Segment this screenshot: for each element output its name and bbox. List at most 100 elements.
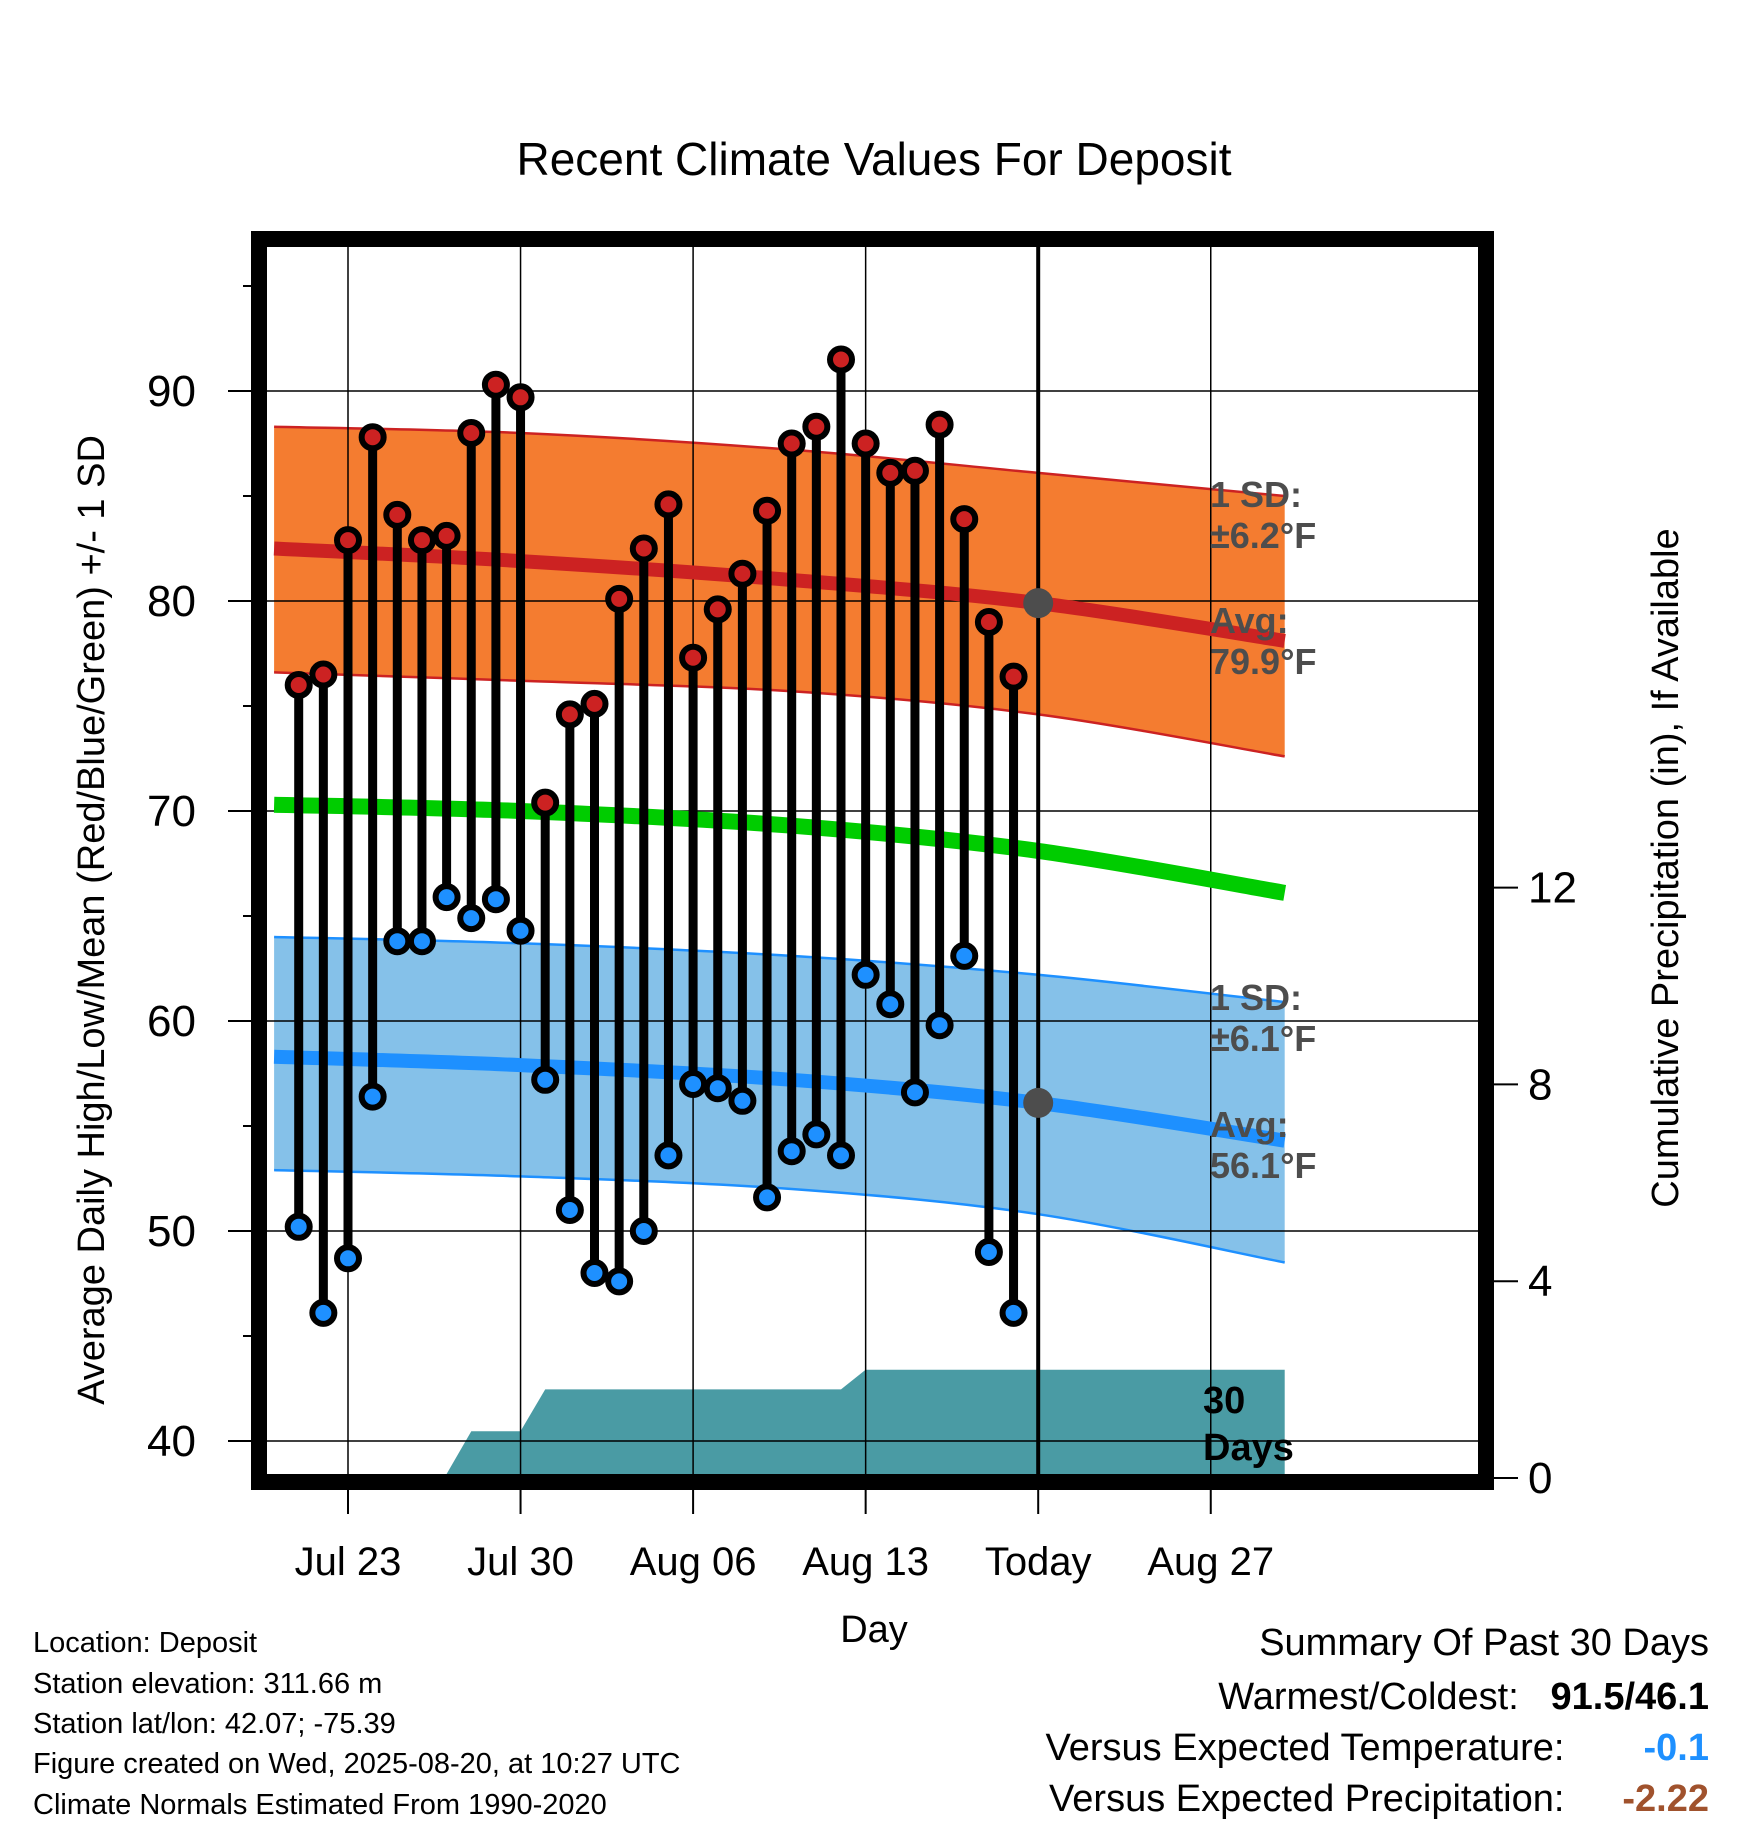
low-marker-2025-07-24 — [358, 1082, 387, 1111]
high-marker-2025-07-23 — [334, 526, 362, 555]
high-marker-2025-08-19 — [999, 662, 1028, 691]
info-elevation: Station elevation: 311.66 m — [33, 1668, 383, 1700]
high-marker-2025-07-29 — [481, 370, 510, 399]
high-marker-2025-08-17 — [950, 505, 979, 534]
high-marker-2025-07-21 — [284, 671, 313, 699]
y-tick-label-90: 90 — [147, 367, 196, 416]
low-sd-value: ±6.1°F — [1210, 1018, 1316, 1059]
high-marker-2025-07-25 — [383, 500, 412, 529]
high-marker-2025-08-13 — [851, 429, 880, 458]
low-marker-2025-08-01 — [555, 1196, 584, 1224]
summary-temp-value: -0.1 — [1643, 1727, 1709, 1769]
summary-temp-row: Versus Expected Temperature: -0.1 — [1046, 1727, 1709, 1770]
high-sd-label: 1 SD: — [1210, 474, 1302, 515]
high-marker-2025-08-15 — [900, 456, 929, 485]
high-marker-2025-08-11 — [802, 412, 831, 441]
high-marker-2025-08-08 — [728, 559, 757, 588]
summary-precip-row: Versus Expected Precipitation: -2.22 — [1049, 1778, 1709, 1821]
low-marker-2025-08-18 — [974, 1238, 1003, 1266]
low-marker-2025-07-26 — [407, 927, 436, 956]
y-tick-label-60: 60 — [147, 997, 196, 1046]
high-marker-2025-08-01 — [555, 700, 584, 729]
low-marker-2025-08-17 — [950, 941, 979, 970]
today-high-avg-marker — [1023, 588, 1054, 619]
y-tick-label-50: 50 — [147, 1207, 196, 1256]
low-avg-value: 56.1°F — [1210, 1145, 1316, 1186]
low-marker-2025-08-05 — [654, 1141, 683, 1170]
high-marker-2025-07-28 — [457, 419, 486, 447]
daily-markers — [284, 345, 1028, 1327]
low-marker-2025-08-11 — [802, 1120, 831, 1149]
y2-tick-label-4: 4 — [1528, 1257, 1552, 1306]
high-marker-2025-08-06 — [679, 643, 708, 672]
x-tick-label-2025-08-27: Aug 27 — [1147, 1540, 1274, 1584]
y2-axis-label: Cumulative Precipitation (in), If Availa… — [1645, 528, 1687, 1207]
info-normals: Climate Normals Estimated From 1990-2020 — [33, 1789, 607, 1821]
high-marker-2025-08-14 — [876, 458, 905, 487]
high-marker-2025-08-03 — [605, 584, 634, 613]
x-tick-label-2025-08-20: Today — [985, 1540, 1092, 1584]
x-axis-label: Day — [840, 1609, 908, 1651]
y2-tick-label-12: 12 — [1528, 864, 1577, 913]
days-number: 30 — [1203, 1380, 1245, 1422]
low-sd-band — [274, 937, 1285, 1263]
high-marker-2025-08-04 — [629, 534, 658, 563]
info-latlon: Station lat/lon: 42.07; -75.39 — [33, 1708, 396, 1740]
x-tick-label-2025-07-30: Jul 30 — [467, 1540, 574, 1584]
low-marker-2025-08-02 — [580, 1259, 609, 1287]
low-marker-2025-07-27 — [432, 883, 461, 912]
low-marker-2025-08-13 — [851, 960, 880, 989]
low-marker-2025-08-04 — [629, 1217, 658, 1245]
low-marker-2025-08-06 — [679, 1070, 708, 1098]
daily-range-stems — [294, 359, 1019, 1313]
high-marker-2025-08-12 — [827, 345, 855, 374]
y-tick-label-80: 80 — [147, 577, 196, 626]
low-marker-2025-07-31 — [531, 1065, 560, 1094]
high-marker-2025-07-27 — [432, 521, 461, 550]
summary-precip-label: Versus Expected Precipitation: — [1049, 1778, 1565, 1820]
y-tick-label-40: 40 — [147, 1417, 196, 1466]
plot-frame — [251, 231, 1494, 1490]
high-marker-2025-07-26 — [407, 526, 436, 555]
low-marker-2025-08-19 — [999, 1298, 1028, 1327]
low-sd-lower-edge — [274, 1168, 1285, 1264]
precipitation-area — [348, 1369, 1285, 1474]
low-avg-label: Avg: — [1210, 1104, 1289, 1145]
high-marker-2025-08-16 — [925, 410, 954, 439]
x-tick-label-2025-07-23: Jul 23 — [295, 1540, 402, 1584]
low-marker-2025-07-23 — [334, 1244, 362, 1273]
summary-coldest-value: 46.1 — [1635, 1676, 1709, 1718]
low-marker-2025-07-25 — [383, 927, 412, 956]
summary-precip-value: -2.22 — [1622, 1778, 1709, 1820]
today-line — [1023, 247, 1054, 1474]
y-axis-label: Average Daily High/Low/Mean (Red/Blue/Gr… — [71, 435, 113, 1405]
x-tick-label-2025-08-06: Aug 06 — [630, 1540, 757, 1584]
summary-warmest-label: Warmest/Coldest: — [1218, 1676, 1519, 1718]
low-marker-2025-07-30 — [506, 916, 535, 945]
low-marker-2025-08-15 — [900, 1078, 929, 1107]
low-marker-2025-08-09 — [753, 1183, 782, 1212]
low-marker-2025-07-28 — [457, 904, 486, 933]
x-tick-label-2025-08-13: Aug 13 — [802, 1540, 929, 1584]
y2-tick-label-0: 0 — [1528, 1454, 1552, 1503]
high-avg-value: 79.9°F — [1210, 641, 1316, 682]
precip-area — [348, 1369, 1285, 1474]
high-marker-2025-08-05 — [654, 490, 683, 519]
high-marker-2025-07-24 — [358, 423, 387, 452]
days-label: Days — [1203, 1427, 1294, 1469]
axes: 40 50 60 70 80 90 0 4 8 12 Jul 23 Jul 30 Aug 06 Aug 1… — [147, 285, 1577, 1584]
low-marker-2025-08-16 — [925, 1011, 954, 1040]
y2-tick-label-8: 8 — [1528, 1060, 1552, 1109]
high-marker-2025-08-18 — [974, 608, 1003, 636]
summary-warmest-value: 91.5 — [1550, 1676, 1625, 1718]
high-marker-2025-07-22 — [309, 660, 338, 689]
summary-warmest-row: Warmest/Coldest: 91.5/46.1 — [1218, 1676, 1709, 1718]
low-marker-2025-08-12 — [827, 1141, 855, 1170]
plot-border — [251, 231, 1494, 1490]
high-sd-value: ±6.2°F — [1210, 515, 1316, 556]
high-marker-2025-07-31 — [531, 788, 560, 817]
low-sd-label: 1 SD: — [1210, 977, 1302, 1018]
high-avg-label: Avg: — [1210, 600, 1289, 641]
